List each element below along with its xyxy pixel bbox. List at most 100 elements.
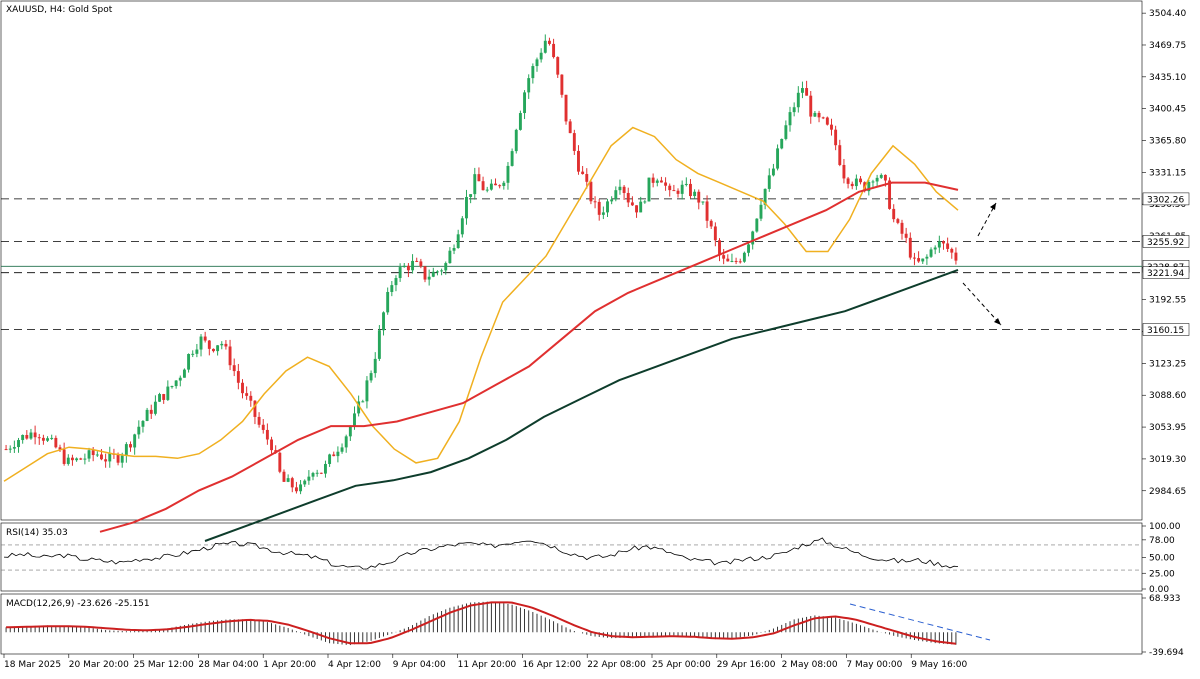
candle-body xyxy=(473,174,477,195)
time-tick-label: 16 Apr 12:00 xyxy=(522,660,581,670)
candle-body xyxy=(954,252,958,261)
time-tick-label: 9 May 16:00 xyxy=(911,660,967,670)
rsi-tick-label: 78.00 xyxy=(1149,536,1175,546)
candle-body xyxy=(25,434,29,439)
candle-body xyxy=(398,267,402,279)
candle-body xyxy=(498,185,502,187)
rsi-title: RSI(14) 35.03 xyxy=(6,528,68,538)
candle-body xyxy=(601,212,605,215)
candle-body xyxy=(178,377,182,381)
time-tick-label: 28 Mar 04:00 xyxy=(198,660,258,670)
candle-body xyxy=(597,201,601,215)
candle-body xyxy=(672,190,676,192)
candle-body xyxy=(697,191,701,203)
candle-body xyxy=(547,40,551,44)
candle-body xyxy=(460,218,464,235)
candle-body xyxy=(50,437,54,439)
candle-body xyxy=(834,129,838,146)
candle-body xyxy=(888,180,892,209)
candle-body xyxy=(162,394,166,400)
candle-body xyxy=(390,285,394,292)
candle-body xyxy=(54,437,58,448)
candle-body xyxy=(423,266,427,280)
candle-body xyxy=(859,178,862,183)
candle-body xyxy=(174,380,178,387)
price-tick-label: 3053.95 xyxy=(1149,423,1186,433)
candle-body xyxy=(925,256,929,259)
candle-body xyxy=(622,186,626,193)
candle-body xyxy=(643,201,647,203)
candle-body xyxy=(896,219,900,223)
candle-body xyxy=(659,180,663,183)
level-price-label: 3221.94 xyxy=(1147,269,1184,279)
candle-body xyxy=(382,312,385,331)
rsi-panel-frame xyxy=(0,522,1143,592)
candle-body xyxy=(792,107,796,113)
time-tick-label: 2 May 08:00 xyxy=(782,660,838,670)
macd-title: MACD(12,26,9) -23.626 -25.151 xyxy=(6,599,150,609)
ma-slow-line xyxy=(204,268,959,542)
candle-body xyxy=(290,478,294,488)
candle-body xyxy=(62,449,66,464)
candle-body xyxy=(747,244,750,253)
candle-body xyxy=(365,380,369,402)
candle-body xyxy=(776,148,780,169)
rsi-tick-label: 25.00 xyxy=(1149,569,1175,579)
candle-body xyxy=(664,182,668,186)
time-tick-label: 25 Mar 12:00 xyxy=(134,660,194,670)
candle-body xyxy=(195,349,199,354)
candle-body xyxy=(726,258,730,262)
candle-body xyxy=(883,174,887,181)
candle-body xyxy=(41,437,45,441)
rsi-layer xyxy=(1,537,1142,571)
candle-body xyxy=(465,196,468,219)
candle-body xyxy=(369,373,373,381)
candle-body xyxy=(933,247,937,250)
candle-body xyxy=(29,432,33,439)
candle-body xyxy=(95,454,99,456)
candle-body xyxy=(245,393,249,396)
candle-body xyxy=(763,188,767,205)
candle-body xyxy=(137,426,141,435)
candle-body xyxy=(431,271,435,277)
time-tick-label: 20 Mar 20:00 xyxy=(69,660,129,670)
price-tick-label: 3192.55 xyxy=(1149,296,1186,306)
candle-body xyxy=(929,249,933,257)
candle-body xyxy=(589,181,593,202)
candle-body xyxy=(917,258,921,262)
candle-body xyxy=(535,59,539,67)
candle-body xyxy=(241,382,244,394)
candle-body xyxy=(207,340,211,349)
candle-body xyxy=(100,454,103,460)
candle-body xyxy=(116,454,120,463)
candle-body xyxy=(539,52,543,60)
candle-body xyxy=(373,358,377,374)
candle-body xyxy=(593,201,597,203)
candle-body xyxy=(311,473,315,477)
candle-body xyxy=(212,348,215,352)
level-price-label: 3160.15 xyxy=(1147,326,1184,336)
candle-body xyxy=(361,401,365,403)
candle-body xyxy=(842,164,846,179)
candle-body xyxy=(825,117,829,125)
time-tick-label: 9 Apr 04:00 xyxy=(393,660,446,670)
candle-body xyxy=(867,182,871,192)
candle-body xyxy=(830,124,833,130)
level-price-tag xyxy=(1142,323,1190,336)
candle-body xyxy=(755,218,759,232)
candle-body xyxy=(394,278,398,286)
candle-body xyxy=(655,180,659,183)
candle-body xyxy=(324,463,327,474)
candle-body xyxy=(527,78,531,93)
candle-body xyxy=(942,241,945,244)
bullish-arrowhead xyxy=(990,203,996,210)
candle-body xyxy=(444,263,448,271)
candle-body xyxy=(456,234,460,249)
candle-body xyxy=(718,240,721,256)
candle-body xyxy=(730,260,734,262)
candle-body xyxy=(124,444,128,456)
candle-body xyxy=(220,343,224,346)
candle-body xyxy=(742,252,746,262)
ma-mid-line xyxy=(99,181,959,533)
macd-tick-label: -39.694 xyxy=(1149,648,1184,658)
